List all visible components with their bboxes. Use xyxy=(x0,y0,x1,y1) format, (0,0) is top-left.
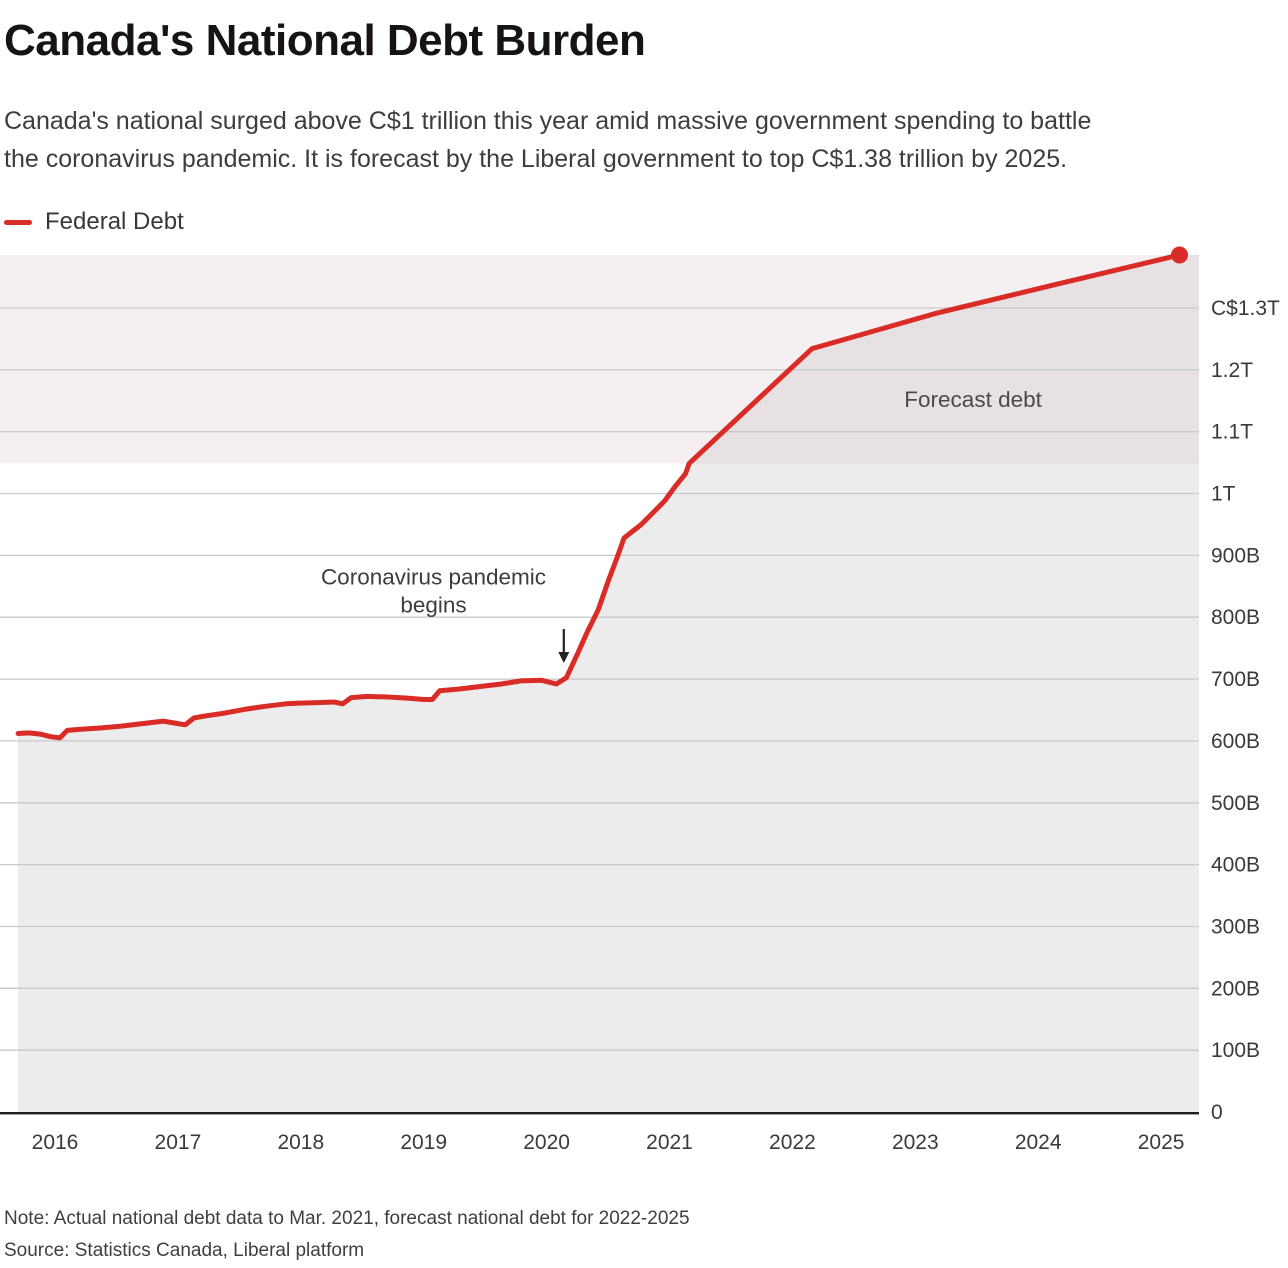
subtitle-line-2: the coronavirus pandemic. It is forecast… xyxy=(4,145,1068,173)
x-tick-label: 2020 xyxy=(523,1131,570,1154)
chart-area: 2016 2017 2018 2019 2020 2021 2022 2023 2024 2025… xyxy=(0,246,1288,1168)
forecast-range-band xyxy=(0,254,1199,464)
x-tick-label: 2016 xyxy=(32,1131,79,1154)
y-tick-label: 600B xyxy=(1211,730,1260,753)
y-tick-label: 300B xyxy=(1211,916,1260,939)
y-tick-label: 200B xyxy=(1211,977,1260,1000)
subtitle-line-1: Canada's national surged above C$1 trill… xyxy=(4,107,1092,135)
y-tick-label: 900B xyxy=(1211,544,1260,567)
y-tick-label: 500B xyxy=(1211,792,1260,815)
x-tick-label: 2017 xyxy=(155,1131,202,1154)
legend-label: Federal Debt xyxy=(45,208,184,235)
x-tick-label: 2018 xyxy=(277,1131,324,1154)
endpoint-dot xyxy=(1171,246,1188,264)
y-tick-label: 400B xyxy=(1211,854,1260,877)
legend: Federal Debt xyxy=(4,208,184,236)
chart-subtitle: Canada's national surged above C$1 trill… xyxy=(4,102,1282,178)
y-tick-label: 0 xyxy=(1211,1101,1223,1124)
pandemic-arrow-head xyxy=(558,652,570,663)
x-tick-label: 2025 xyxy=(1138,1131,1185,1154)
x-tick-label: 2023 xyxy=(892,1131,939,1154)
x-tick-label: 2022 xyxy=(769,1131,816,1154)
x-tick-label: 2021 xyxy=(646,1131,693,1154)
x-tick-label: 2019 xyxy=(400,1131,447,1154)
y-tick-label: 100B xyxy=(1211,1039,1260,1062)
y-tick-label: 800B xyxy=(1211,606,1260,629)
y-tick-label: 1T xyxy=(1211,483,1236,506)
x-tick-label: 2024 xyxy=(1015,1131,1062,1154)
y-tick-label: 700B xyxy=(1211,668,1260,691)
chart-note: Note: Actual national debt data to Mar. … xyxy=(4,1208,690,1229)
forecast-debt-label: Forecast debt xyxy=(904,387,1042,412)
y-tick-label: 1.1T xyxy=(1211,421,1253,444)
federal-debt-line xyxy=(15,252,1182,741)
debt-area-fill xyxy=(18,255,1200,1112)
legend-line-swatch xyxy=(4,219,32,225)
chart-source: Source: Statistics Canada, Liberal platf… xyxy=(4,1240,365,1261)
y-tick-label: C$1.3T xyxy=(1211,297,1280,320)
page-title: Canada's National Debt Burden xyxy=(4,16,646,65)
y-tick-label: 1.2T xyxy=(1211,359,1253,382)
pandemic-annotation: Coronavirus pandemic begins xyxy=(321,565,546,618)
chart-svg: 2016 2017 2018 2019 2020 2021 2022 2023 2024 2025… xyxy=(0,246,1280,1154)
x-axis-line xyxy=(0,1112,1199,1115)
